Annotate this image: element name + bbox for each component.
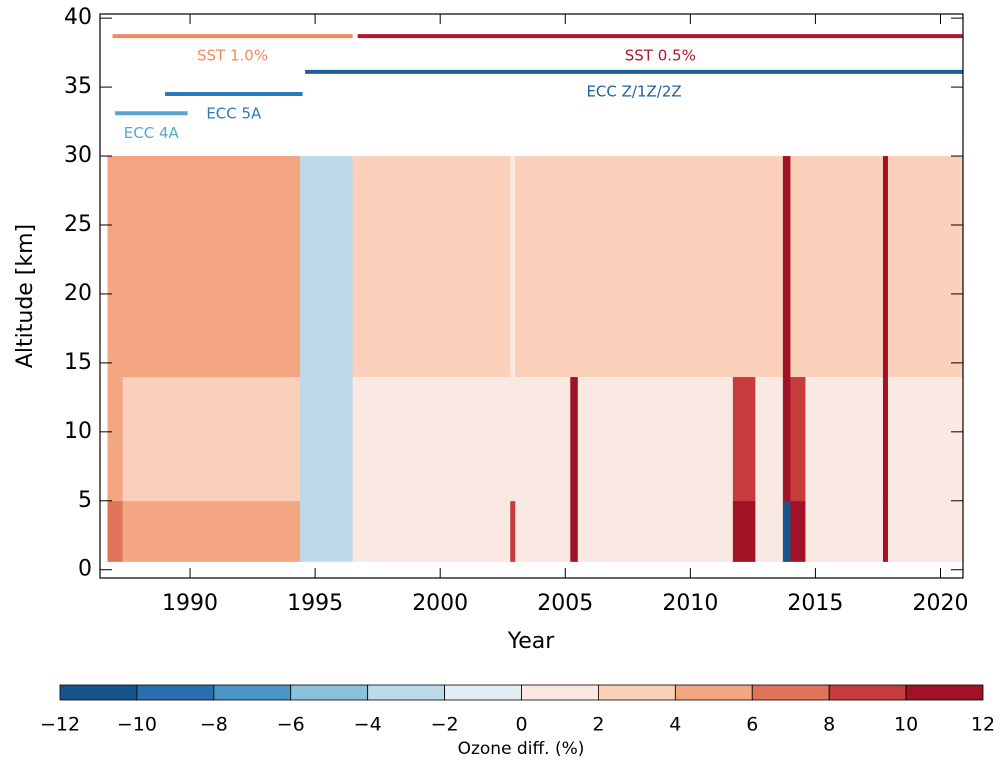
- heat-cell: [570, 376, 579, 502]
- heat-cell: [510, 156, 516, 378]
- heat-cell: [190, 376, 301, 502]
- heat-cell: [732, 156, 756, 378]
- instrument-label: SST 1.0%: [197, 47, 268, 65]
- colorbar-swatch: [674, 684, 753, 701]
- heat-cell: [352, 376, 511, 502]
- colorbar-tick-label: 10: [894, 714, 918, 736]
- heat-cell: [887, 156, 964, 378]
- colorbar-tick-label: 0: [515, 714, 527, 736]
- colorbar-tick-label: 8: [823, 714, 835, 736]
- colorbar-swatch: [136, 684, 215, 701]
- colorbar-swatch: [598, 684, 676, 701]
- heat-cell: [805, 500, 884, 562]
- instrument-label: SST 0.5%: [625, 47, 696, 65]
- y-tick-label: 10: [64, 419, 92, 444]
- heat-cell: [790, 500, 806, 562]
- heat-cell: [190, 156, 301, 378]
- x-tick-label: 1990: [162, 591, 218, 616]
- colorbar-swatch: [213, 684, 292, 701]
- y-tick-label: 35: [64, 74, 92, 99]
- x-axis-label: Year: [507, 629, 556, 654]
- colorbar-swatch: [751, 684, 830, 701]
- y-tick-label: 40: [64, 5, 92, 30]
- heat-cell: [790, 376, 806, 502]
- heat-cell: [782, 500, 791, 562]
- heat-cell: [805, 156, 884, 378]
- heat-cell: [122, 156, 191, 378]
- heat-cell: [755, 156, 784, 378]
- instrument-label: ECC Z/1Z/2Z: [586, 82, 681, 100]
- colorbar-swatch: [59, 684, 138, 701]
- y-tick-label: 0: [78, 557, 92, 582]
- heat-cell: [570, 156, 579, 378]
- x-tick-label: 2020: [912, 591, 968, 616]
- heat-cell: [122, 500, 191, 562]
- y-tick-label: 20: [64, 281, 92, 306]
- heat-cell: [805, 376, 884, 502]
- plot-frame: [99, 13, 964, 579]
- heat-cell: [887, 500, 964, 562]
- colorbar-swatch: [444, 684, 522, 701]
- heat-cell: [510, 376, 516, 502]
- heat-cell: [515, 500, 571, 562]
- heat-cell: [107, 376, 123, 502]
- heat-cell: [300, 500, 354, 562]
- colorbar-tick-label: −6: [277, 714, 305, 736]
- colorbar-tick-label: 12: [971, 714, 995, 736]
- colorbar-tick-label: −4: [354, 714, 382, 736]
- x-tick-label: 1995: [287, 591, 343, 616]
- colorbar-label: Ozone diff. (%): [458, 739, 585, 759]
- heat-cell: [782, 376, 791, 502]
- colorbar-swatch: [367, 684, 445, 701]
- heat-cell: [300, 156, 354, 378]
- heat-cell: [300, 376, 354, 502]
- heat-cell: [510, 500, 516, 562]
- x-tick-label: 2010: [662, 591, 718, 616]
- heat-cell: [755, 376, 784, 502]
- y-axis-label: Altitude [km]: [13, 224, 38, 368]
- y-tick-label: 15: [64, 350, 92, 375]
- heat-cell: [190, 500, 301, 562]
- y-tick-label: 30: [64, 143, 92, 168]
- heat-cell: [790, 156, 806, 378]
- instrument-label: ECC 5A: [206, 104, 262, 122]
- heat-cell: [732, 500, 756, 562]
- colorbar-swatch: [828, 684, 907, 701]
- heat-cell: [732, 376, 756, 502]
- colorbar-tick-label: 4: [669, 714, 681, 736]
- heat-cell: [352, 156, 511, 378]
- heat-cell: [882, 156, 889, 378]
- heat-cell: [570, 500, 579, 562]
- heat-cell: [755, 500, 784, 562]
- colorbar-tick-label: −10: [117, 714, 157, 736]
- x-tick-label: 2000: [412, 591, 468, 616]
- heat-cell: [887, 376, 964, 502]
- heat-cell: [515, 156, 571, 378]
- y-tick-label: 25: [64, 212, 92, 237]
- heat-cell: [882, 376, 889, 502]
- heat-cell: [882, 500, 889, 562]
- colorbar-tick-label: −2: [431, 714, 459, 736]
- x-tick-label: 2005: [537, 591, 593, 616]
- y-tick-label: 5: [78, 488, 92, 513]
- colorbar-tick-label: −12: [40, 714, 80, 736]
- heat-cell: [577, 156, 734, 378]
- x-tick-label: 2015: [787, 591, 843, 616]
- heat-cell: [122, 376, 191, 502]
- instrument-label: ECC 4A: [124, 124, 180, 142]
- heat-cell: [782, 156, 791, 378]
- heat-cell: [577, 376, 734, 502]
- colorbar-tick-label: 6: [746, 714, 758, 736]
- colorbar-swatch: [905, 684, 984, 701]
- heat-cell: [515, 376, 571, 502]
- heat-cell: [107, 500, 123, 562]
- colorbar-swatch: [290, 684, 369, 701]
- colorbar-swatch: [521, 684, 599, 701]
- heat-cell: [352, 500, 511, 562]
- heat-cell: [577, 500, 734, 562]
- colorbar-tick-label: −8: [200, 714, 228, 736]
- colorbar-tick-label: 2: [592, 714, 604, 736]
- heat-cell: [107, 156, 123, 378]
